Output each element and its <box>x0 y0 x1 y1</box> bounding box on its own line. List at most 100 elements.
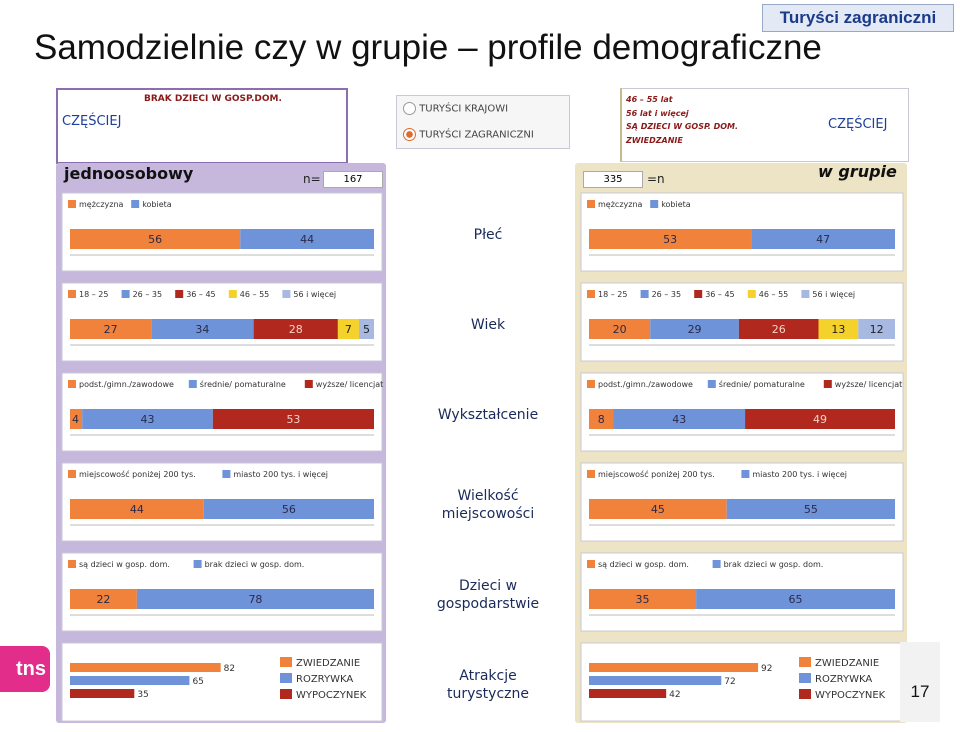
left-row-1: 18 – 25 26 – 35 36 – 45 46 – 55 56 i więcej 2… <box>61 282 383 362</box>
data-label: 45 <box>651 503 665 516</box>
legend-label: są dzieci w gosp. dom. <box>598 560 689 569</box>
legend-label: 46 – 55 <box>240 290 269 299</box>
bar-segment <box>203 499 374 519</box>
legend-swatch <box>121 290 130 298</box>
legend-label: miasto 200 tys. i więcej <box>752 470 847 479</box>
legend-swatch <box>587 380 595 388</box>
row-label: Atrakcje <box>459 668 516 684</box>
data-label: 28 <box>289 323 303 336</box>
legend-label: miasto 200 tys. i więcej <box>233 470 328 479</box>
data-label: 92 <box>761 664 772 674</box>
data-label: 78 <box>248 593 262 606</box>
bar <box>70 663 221 672</box>
left-group-label: jednoosobowy <box>64 164 194 183</box>
legend-label: ROZRYWKA <box>296 674 353 685</box>
legend-swatch <box>68 290 76 298</box>
legend-swatch <box>175 290 184 298</box>
right-row-2: podst./gimn./zawodowe średnie/ pomaturaln… <box>580 372 904 452</box>
legend-swatch <box>741 470 750 478</box>
legend-label: kobieta <box>661 200 691 209</box>
slide-title: Samodzielnie czy w grupie – profile demo… <box>34 28 822 67</box>
bar-segment <box>253 319 338 339</box>
left-row-4: są dzieci w gosp. dom. brak dzieci w gosp… <box>61 552 383 632</box>
legend-label: 18 – 25 <box>598 290 627 299</box>
page-number: 17 <box>900 642 940 722</box>
data-label: 12 <box>870 323 884 336</box>
legend-swatch <box>68 200 76 208</box>
data-label: 53 <box>663 233 677 246</box>
left-more-link[interactable]: CZĘŚCIEJ <box>62 114 122 129</box>
legend-swatch <box>587 290 595 298</box>
legend-swatch <box>68 560 76 568</box>
right-row-0: mężczyzna kobieta 53 47 <box>580 192 904 272</box>
bar-segment <box>151 319 254 339</box>
bar-segment <box>212 409 374 429</box>
left-row-5: 82 65 35 ZWIEDZANIE ROZRYWKA WYPOCZYNEK <box>61 642 383 722</box>
legend-label: ROZRYWKA <box>815 674 872 685</box>
bar-segment <box>70 319 152 339</box>
radio-zagraniczni-label: TURYŚCI ZAGRANICZNI <box>419 129 534 141</box>
data-label: 44 <box>130 503 144 516</box>
legend-swatch <box>799 689 811 699</box>
legend-swatch <box>304 380 313 388</box>
bar-segment <box>751 229 895 249</box>
legend-swatch <box>282 290 291 298</box>
segment-tag: Turyści zagraniczni <box>762 4 954 32</box>
data-label: 53 <box>286 413 300 426</box>
right-row-3: miejscowość poniżej 200 tys. miasto 200 t… <box>580 462 904 542</box>
data-label: 4 <box>72 413 79 426</box>
right-filter-list: 46 – 55 lat 56 lat i więcej SĄ DZIECI W … <box>626 93 738 147</box>
bar-segment <box>70 409 83 429</box>
radio-selected-icon <box>403 128 416 141</box>
legend-swatch <box>587 470 595 478</box>
segment-radio-box: TURYŚCI KRAJOWI TURYŚCI ZAGRANICZNI <box>396 95 570 149</box>
bar-segment <box>738 319 819 339</box>
legend-label: podst./gimn./zawodowe <box>79 380 174 389</box>
data-label: 44 <box>300 233 314 246</box>
legend-swatch <box>68 470 76 478</box>
bar <box>589 663 759 672</box>
data-label: 72 <box>724 677 735 687</box>
row-label: miejscowości <box>442 506 534 522</box>
radio-zagraniczni[interactable]: TURYŚCI ZAGRANICZNI <box>403 128 534 141</box>
right-row-4: są dzieci w gosp. dom. brak dzieci w gosp… <box>580 552 904 632</box>
bar <box>70 676 190 685</box>
bar-segment <box>589 589 697 609</box>
left-n-label: n= <box>303 172 321 186</box>
data-label: 56 <box>282 503 296 516</box>
legend-label: WYPOCZYNEK <box>815 690 886 701</box>
right-more-link[interactable]: CZĘŚCIEJ <box>828 117 888 132</box>
legend-swatch <box>799 657 811 667</box>
bar-segment <box>696 589 895 609</box>
legend-swatch <box>650 200 659 208</box>
bar-segment <box>337 319 359 339</box>
bar-segment <box>136 589 374 609</box>
bar-segment <box>70 229 241 249</box>
right-filter-box: 46 – 55 lat 56 lat i więcej SĄ DZIECI W … <box>620 88 909 162</box>
legend-swatch <box>188 380 197 388</box>
legend-label: podst./gimn./zawodowe <box>598 380 693 389</box>
legend-swatch <box>131 200 140 208</box>
bar <box>589 689 667 698</box>
legend-label: 36 – 45 <box>186 290 215 299</box>
bar-segment <box>745 409 895 429</box>
row-label: Wiek <box>471 317 506 333</box>
legend-swatch <box>68 380 76 388</box>
data-label: 7 <box>345 323 352 336</box>
legend-swatch <box>712 560 721 568</box>
right-filter-3: SĄ DZIECI W GOSP. DOM. <box>626 122 739 131</box>
right-filter-4: ZWIEDZANIE <box>626 135 683 145</box>
bar-segment <box>818 319 859 339</box>
right-row-1: 18 – 25 26 – 35 36 – 45 46 – 55 56 i więcej 2… <box>580 282 904 362</box>
legend-label: 26 – 35 <box>652 290 681 299</box>
tns-logo: tns <box>0 646 50 692</box>
legend-label: 26 – 35 <box>133 290 162 299</box>
legend-label: są dzieci w gosp. dom. <box>79 560 170 569</box>
row-label: Wykształcenie <box>438 407 538 423</box>
legend-label: mężczyzna <box>79 200 124 209</box>
data-label: 34 <box>195 323 209 336</box>
legend-label: 56 i więcej <box>812 290 855 299</box>
radio-krajowi[interactable]: TURYŚCI KRAJOWI <box>403 102 508 115</box>
legend-label: 46 – 55 <box>759 290 788 299</box>
